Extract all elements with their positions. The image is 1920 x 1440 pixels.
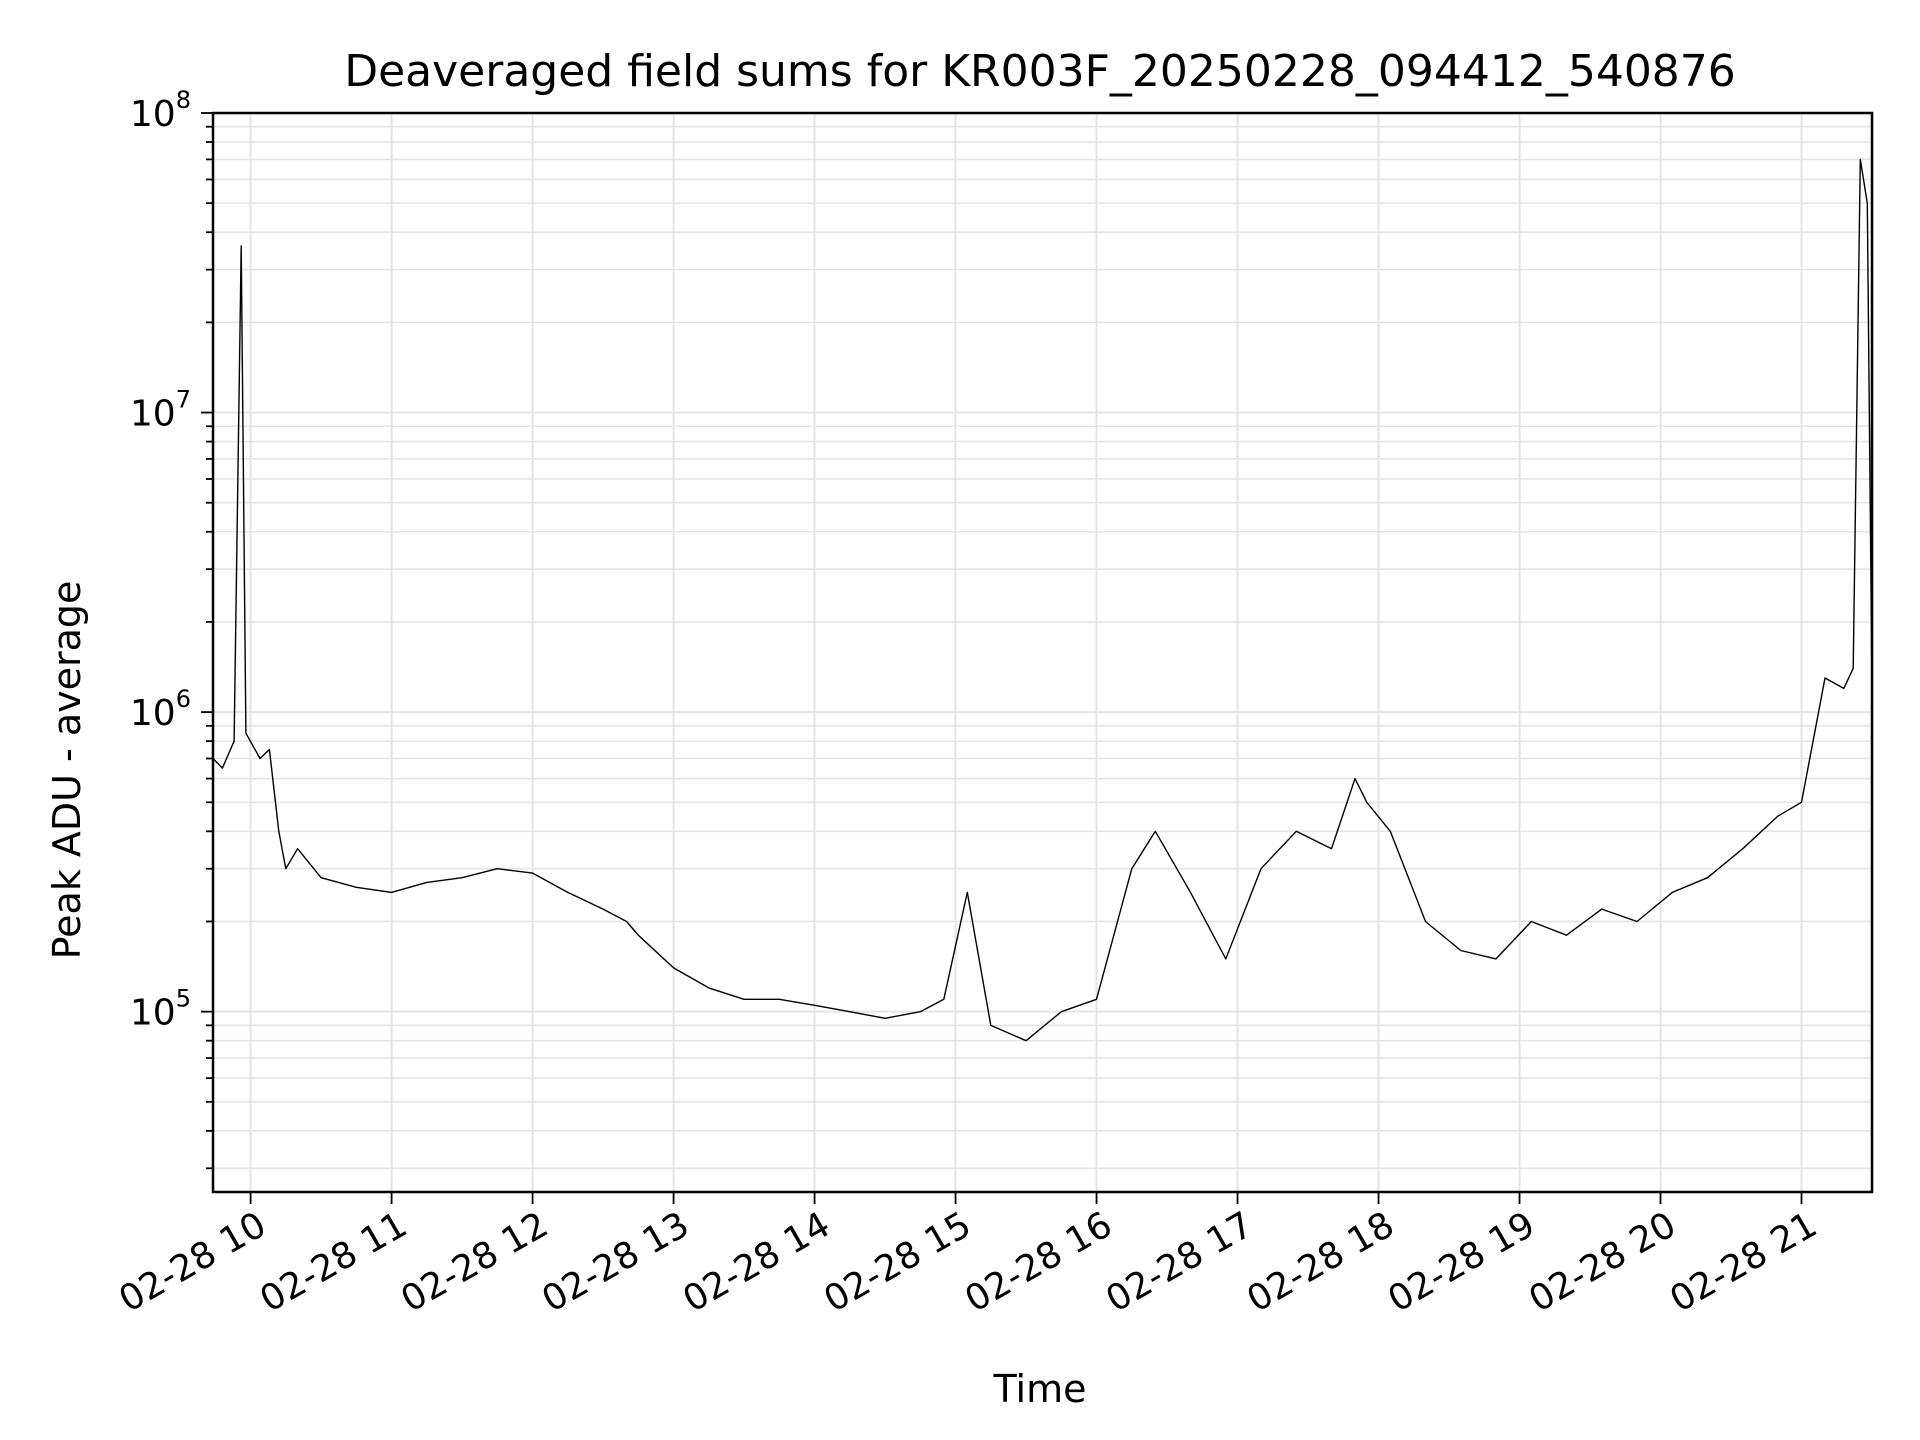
- x-tick-label: 02-28 15: [817, 1204, 978, 1320]
- y-tick-label: 106: [130, 685, 191, 734]
- x-tick-label: 02-28 16: [958, 1204, 1119, 1320]
- grid: [213, 112, 1872, 1192]
- axes-frame: [211, 111, 1874, 1194]
- x-tick-label: 02-28 11: [253, 1204, 414, 1320]
- y-axis-ticks: 105 106 107 108: [130, 86, 213, 1170]
- x-axis-label: Time: [993, 1367, 1087, 1411]
- x-tick-label: 02-28 21: [1663, 1204, 1824, 1320]
- y-tick-label: 107: [130, 386, 191, 435]
- x-tick-label: 02-28 14: [676, 1204, 837, 1320]
- chart-title: Deaveraged field sums for KR003F_2025022…: [344, 46, 1736, 97]
- series-line: [212, 158, 1873, 1042]
- x-tick-label: 02-28 20: [1522, 1204, 1683, 1320]
- y-tick-label: 105: [130, 985, 191, 1034]
- plot-area: [212, 158, 1873, 1042]
- x-tick-label: 02-28 18: [1240, 1204, 1401, 1320]
- x-tick-label: 02-28 17: [1099, 1204, 1260, 1320]
- x-tick-label: 02-28 12: [394, 1204, 555, 1320]
- x-tick-label: 02-28 19: [1381, 1204, 1542, 1320]
- y-axis-label: Peak ADU - average: [45, 581, 89, 960]
- y-tick-label: 108: [130, 86, 191, 135]
- x-tick-label: 02-28 13: [535, 1204, 696, 1320]
- x-tick-label: 02-28 10: [112, 1204, 273, 1320]
